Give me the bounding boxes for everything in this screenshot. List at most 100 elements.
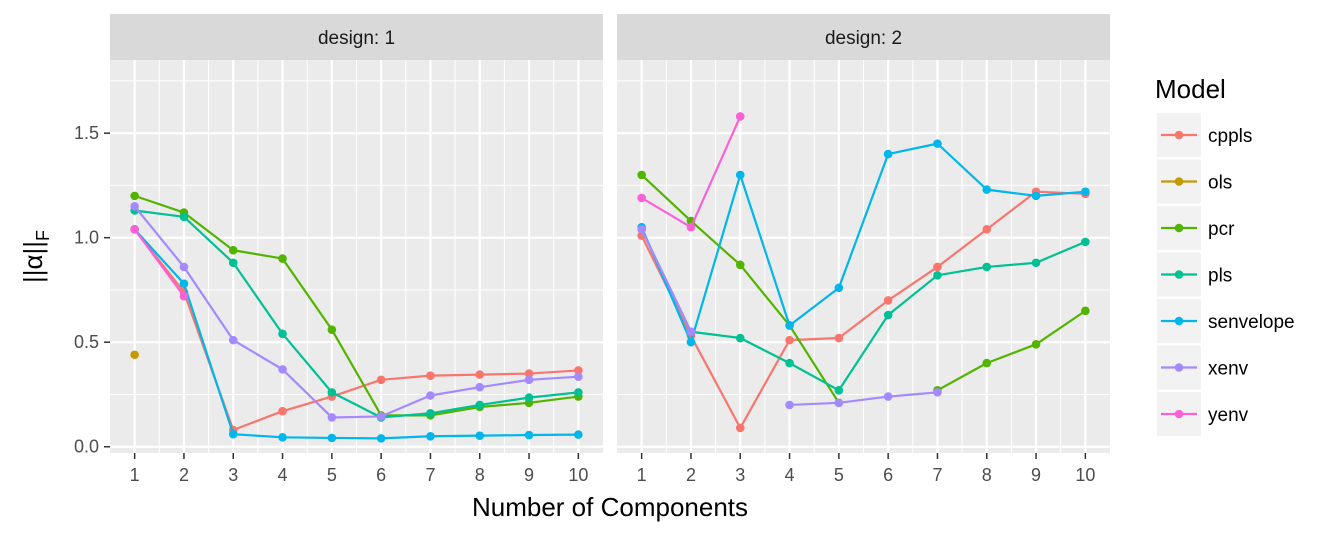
data-point-pcr [1081,306,1090,316]
legend-label: pls [1208,266,1232,287]
legend-item-yenv: yenv [1157,392,1249,436]
x-tick-label: 3 [228,465,238,485]
data-point-xenv [327,413,337,422]
x-tick-label: 10 [1075,465,1095,485]
x-tick-label: 8 [475,465,485,485]
data-point-pls [735,333,745,343]
x-tick-label: 9 [524,465,534,485]
data-point-pls [982,262,992,272]
data-point-yenv [686,222,696,232]
data-point-cppls [735,423,745,433]
x-tick-label: 4 [785,465,795,485]
legend-key-point [1174,409,1184,419]
data-point-cppls [426,371,435,380]
data-point-cppls [982,225,992,234]
data-point-pls [179,212,189,222]
data-point-cppls [883,296,893,305]
data-point-senvelope [1081,187,1090,196]
data-point-xenv [179,262,189,272]
data-point-xenv [376,412,386,421]
legend-item-pcr: pcr [1157,206,1235,250]
y-axis-title: ||α||F [18,230,53,283]
x-tick-label: 7 [932,465,942,485]
data-point-pls [228,258,238,268]
data-point-senvelope [735,170,745,180]
x-tick-label: 10 [568,465,588,485]
data-point-pcr [982,358,992,368]
data-point-pls [883,310,893,320]
data-point-senvelope [228,429,238,439]
data-point-pcr [1031,339,1041,349]
data-point-cppls [785,335,794,345]
data-point-senvelope [982,185,992,194]
legend-label: senvelope [1208,312,1295,333]
x-tick-label: 3 [735,465,745,485]
legend-key-point [1174,130,1184,140]
legend-key-point [1174,316,1184,326]
series-pcr [637,170,1090,408]
series-line-pcr [134,194,579,417]
data-point-xenv [278,365,287,374]
data-point-xenv [834,398,844,408]
data-point-pls [278,329,287,339]
data-point-pcr [278,254,287,263]
series-xenv [130,202,583,422]
data-point-yenv [130,225,139,234]
legend-label: yenv [1208,405,1249,426]
series-senvelope [637,139,1090,347]
data-point-senvelope [179,279,189,288]
x-tick-label: 1 [637,465,647,485]
series-yenv [637,112,745,232]
data-point-pcr [327,325,337,334]
legend-title: Model [1155,74,1226,104]
series-line-senvelope [133,228,579,440]
legend-item-ols: ols [1157,159,1232,204]
data-point-senvelope [785,321,794,330]
panel-design-1: design: 1 1 2 3 4 5 6 7 8 9 10 0.0 0.5 1.0 1.5 [74,14,603,485]
series-line-cppls [640,190,1086,430]
data-point-senvelope [834,283,844,293]
data-point-senvelope [574,430,583,439]
data-point-yenv [179,291,189,301]
legend-item-xenv: xenv [1157,345,1249,390]
data-point-cppls [278,406,287,416]
data-point-senvelope [475,431,485,440]
series-line-xenv [789,391,938,407]
data-point-pls [574,388,583,397]
legend-label: pcr [1208,219,1235,240]
data-point-xenv [475,382,485,392]
x-tick-label: 5 [327,465,337,485]
x-axis-title: Number of Components [472,492,748,522]
data-point-xenv [574,372,583,381]
legend-label: ols [1208,173,1232,194]
series-line-yenv [133,228,185,297]
x-tick-label: 1 [130,465,140,485]
data-point-xenv [686,327,696,337]
series-line-pls [134,209,579,419]
y-tick-label: 1.5 [74,123,99,143]
data-point-xenv [228,335,238,345]
series-xenv [637,225,942,410]
data-point-senvelope [278,433,287,442]
data-point-pls [475,400,485,410]
data-point-pls [524,393,534,402]
data-point-cppls [524,369,534,378]
legend-item-cppls: cppls [1157,113,1252,157]
y-tick-label: 0.5 [74,332,99,352]
data-point-xenv [883,392,893,401]
data-point-xenv [524,375,534,385]
series-line-xenv [133,205,579,419]
facet-strip [617,14,1110,60]
series-ols [130,350,139,360]
facet-strip-label: design: 1 [318,28,395,49]
y-tick-label: 0.0 [74,437,99,457]
legend-key-point [1174,177,1184,186]
data-point-pls [933,271,942,280]
y-axis-title-main: ||α|| [18,241,48,283]
data-point-pls [327,388,337,397]
facet-strip [110,14,603,60]
data-point-xenv [426,391,435,400]
y-axis-title-subscript: F [33,230,53,241]
